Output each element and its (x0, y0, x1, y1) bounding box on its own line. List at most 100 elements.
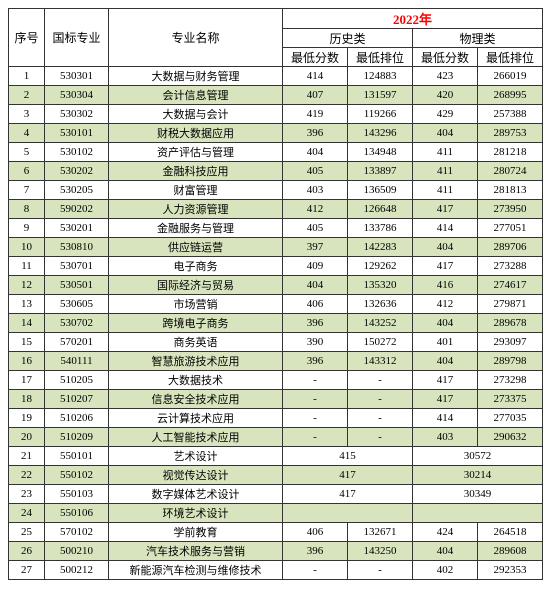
table-row: 20510209人工智能技术应用--403290632 (9, 428, 543, 447)
table-row: 11530701电子商务409129262417273288 (9, 257, 543, 276)
cell-hist-rank: 124883 (348, 67, 413, 86)
cell-hist-score: 396 (283, 352, 348, 371)
cell-hist-rank: 133897 (348, 162, 413, 181)
table-row: 22550102视觉传达设计41730214 (9, 466, 543, 485)
cell-code: 500212 (45, 561, 109, 580)
cell-hist-rank: 133786 (348, 219, 413, 238)
cell-name: 财富管理 (109, 181, 283, 200)
table-row: 10530810供应链运营397142283404289706 (9, 238, 543, 257)
cell-hist-merged: 417 (283, 466, 413, 485)
cell-hist-rank: 134948 (348, 143, 413, 162)
cell-seq: 16 (9, 352, 45, 371)
cell-phys-score: 417 (413, 257, 478, 276)
cell-hist-score: 404 (283, 143, 348, 162)
cell-hist-score: 397 (283, 238, 348, 257)
cell-hist-score: - (283, 561, 348, 580)
cell-hist-score: 404 (283, 276, 348, 295)
table-row: 1530301大数据与财务管理414124883423266019 (9, 67, 543, 86)
cell-seq: 10 (9, 238, 45, 257)
cell-seq: 15 (9, 333, 45, 352)
cell-name: 数字媒体艺术设计 (109, 485, 283, 504)
cell-hist-rank: 126648 (348, 200, 413, 219)
cell-hist-merged (283, 504, 413, 523)
cell-hist-score: 409 (283, 257, 348, 276)
cell-hist-rank: 135320 (348, 276, 413, 295)
cell-seq: 2 (9, 86, 45, 105)
cell-name: 大数据技术 (109, 371, 283, 390)
cell-phys-rank: 289608 (478, 542, 543, 561)
cell-seq: 13 (9, 295, 45, 314)
cell-code: 570201 (45, 333, 109, 352)
cell-hist-rank: - (348, 409, 413, 428)
cell-name: 大数据与会计 (109, 105, 283, 124)
col-name: 专业名称 (109, 9, 283, 67)
table-row: 15570201商务英语390150272401293097 (9, 333, 543, 352)
cell-phys-rank: 289706 (478, 238, 543, 257)
cell-name: 资产评估与管理 (109, 143, 283, 162)
cell-phys-score: 420 (413, 86, 478, 105)
col-history: 历史类 (283, 29, 413, 48)
table-row: 3530302大数据与会计419119266429257388 (9, 105, 543, 124)
table-row: 27500212新能源汽车检测与维修技术--402292353 (9, 561, 543, 580)
cell-seq: 19 (9, 409, 45, 428)
cell-name: 金融服务与管理 (109, 219, 283, 238)
cell-phys-score: 404 (413, 238, 478, 257)
cell-hist-rank: - (348, 428, 413, 447)
cell-phys-rank: 273288 (478, 257, 543, 276)
cell-hist-rank: 142283 (348, 238, 413, 257)
cell-phys-rank: 277035 (478, 409, 543, 428)
cell-phys-rank: 289798 (478, 352, 543, 371)
cell-seq: 3 (9, 105, 45, 124)
cell-phys-rank: 293097 (478, 333, 543, 352)
cell-phys-score: 417 (413, 200, 478, 219)
cell-name: 供应链运营 (109, 238, 283, 257)
cell-hist-merged: 417 (283, 485, 413, 504)
cell-hist-rank: 143250 (348, 542, 413, 561)
table-row: 26500210汽车技术服务与营销396143250404289608 (9, 542, 543, 561)
cell-hist-rank: 119266 (348, 105, 413, 124)
cell-phys-score: 412 (413, 295, 478, 314)
cell-hist-rank: - (348, 371, 413, 390)
cell-name: 云计算技术应用 (109, 409, 283, 428)
cell-phys-score: 404 (413, 542, 478, 561)
cell-phys-rank: 257388 (478, 105, 543, 124)
table-row: 23550103数字媒体艺术设计41730349 (9, 485, 543, 504)
cell-code: 530701 (45, 257, 109, 276)
cell-name: 国际经济与贸易 (109, 276, 283, 295)
table-row: 4530101财税大数据应用396143296404289753 (9, 124, 543, 143)
col-hist-minscore: 最低分数 (283, 48, 348, 67)
cell-name: 新能源汽车检测与维修技术 (109, 561, 283, 580)
cell-seq: 22 (9, 466, 45, 485)
cell-phys-score: 414 (413, 219, 478, 238)
cell-phys-score: 417 (413, 390, 478, 409)
cell-seq: 12 (9, 276, 45, 295)
cell-phys-rank: 281813 (478, 181, 543, 200)
cell-name: 智慧旅游技术应用 (109, 352, 283, 371)
cell-phys-rank: 279871 (478, 295, 543, 314)
cell-code: 550101 (45, 447, 109, 466)
cell-seq: 20 (9, 428, 45, 447)
cell-phys-rank: 266019 (478, 67, 543, 86)
cell-name: 市场营销 (109, 295, 283, 314)
cell-hist-score: 405 (283, 219, 348, 238)
cell-phys-rank: 273950 (478, 200, 543, 219)
cell-code: 530101 (45, 124, 109, 143)
cell-phys-score: 424 (413, 523, 478, 542)
cell-name: 金融科技应用 (109, 162, 283, 181)
cell-phys-rank: 264518 (478, 523, 543, 542)
cell-seq: 5 (9, 143, 45, 162)
cell-hist-score: 396 (283, 542, 348, 561)
cell-phys-score: 411 (413, 143, 478, 162)
cell-seq: 18 (9, 390, 45, 409)
cell-hist-score: 412 (283, 200, 348, 219)
cell-hist-score: - (283, 409, 348, 428)
table-row: 21550101艺术设计41530572 (9, 447, 543, 466)
cell-seq: 25 (9, 523, 45, 542)
cell-phys-rank: 273375 (478, 390, 543, 409)
cell-phys-merged (413, 504, 543, 523)
cell-hist-score: 406 (283, 523, 348, 542)
cell-seq: 24 (9, 504, 45, 523)
table-row: 25570102学前教育406132671424264518 (9, 523, 543, 542)
cell-code: 550102 (45, 466, 109, 485)
cell-name: 环境艺术设计 (109, 504, 283, 523)
